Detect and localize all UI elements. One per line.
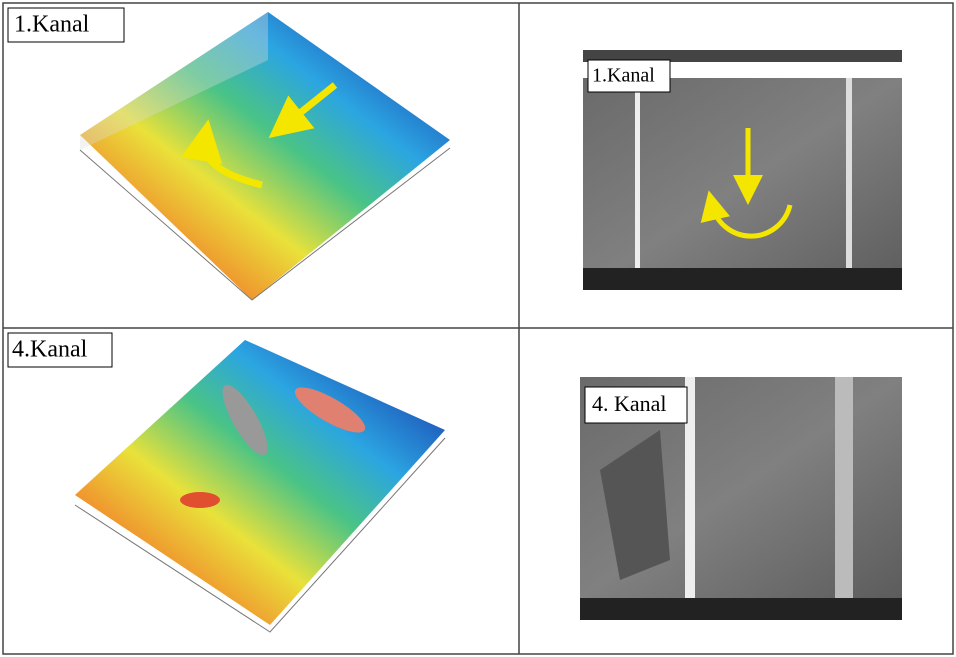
surface-plot (80, 12, 450, 300)
panel-label: 4. Kanal (592, 391, 667, 416)
panel-label: 1.Kanal (14, 12, 90, 38)
panel-label: 1.Kanal (592, 65, 655, 87)
surface-plot (75, 340, 445, 632)
figure: 1.Kanal 1.Kanal 4.Kanal 4. Kanal (0, 0, 956, 657)
panel-label: 4.Kanal (12, 337, 88, 363)
